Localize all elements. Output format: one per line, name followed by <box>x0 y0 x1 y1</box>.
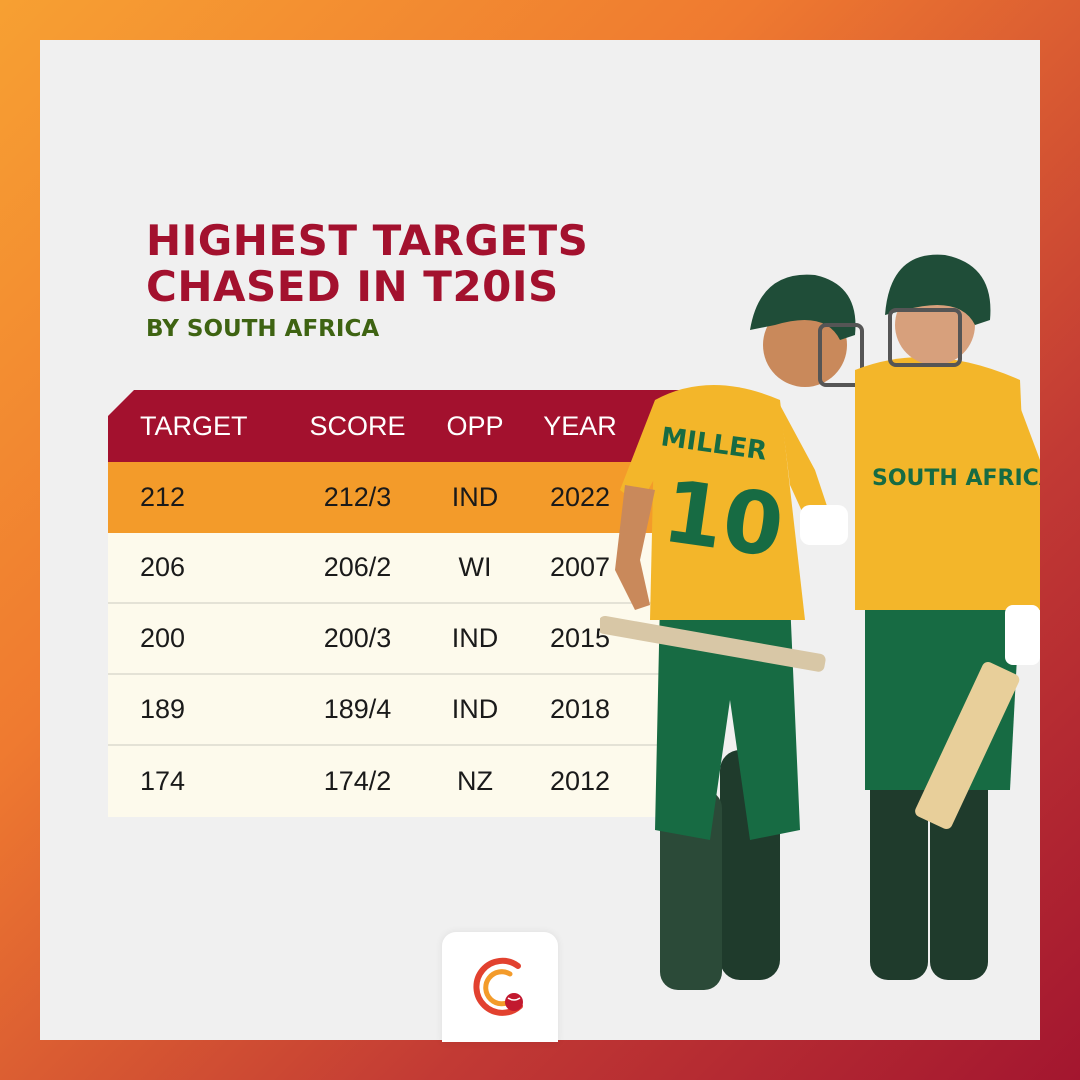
cell-year: 2007 <box>549 552 611 582</box>
cricketers-illustration: MILLER 10 SOUTH AFRICA <box>600 254 1040 990</box>
right-player: SOUTH AFRICA <box>855 254 1040 980</box>
cell-opp: IND <box>451 694 499 724</box>
right-jersey-text: SOUTH AFRICA <box>872 466 1040 491</box>
cell-score: 174/2 <box>323 766 392 796</box>
cell-opp: NZ <box>457 766 493 796</box>
infographic-card: HIGHEST TARGETS CHASED IN T20IS BY SOUTH… <box>40 40 1040 1040</box>
table-row: 206 206/2 WI 2007 <box>108 533 708 604</box>
header-target: TARGET <box>140 410 248 441</box>
cell-year: 2022 <box>549 482 611 512</box>
cell-year: 2018 <box>549 694 611 724</box>
title-line-2: CHASED IN T20IS <box>146 262 559 311</box>
table-row: 200 200/3 IND 2015 <box>108 604 708 675</box>
page-subtitle: BY SOUTH AFRICA <box>146 316 380 342</box>
table-row: 212 212/3 IND 2022 <box>108 462 708 533</box>
header-opp: OPP <box>446 410 504 441</box>
cell-year: 2012 <box>549 766 611 796</box>
cell-opp: IND <box>451 623 499 653</box>
left-player: MILLER 10 <box>600 274 864 990</box>
page-title: HIGHEST TARGETS CHASED IN T20IS <box>146 218 588 310</box>
cell-opp: IND <box>451 482 499 512</box>
cell-score: 206/2 <box>323 552 392 582</box>
table-header: TARGET SCORE OPP YEAR <box>108 390 708 462</box>
cell-target: 174 <box>140 766 186 796</box>
cell-target: 200 <box>140 623 186 653</box>
cell-target: 212 <box>140 482 186 512</box>
cricket-ball-logo-icon <box>473 957 523 1016</box>
cell-score: 212/3 <box>323 482 392 512</box>
header-score: SCORE <box>309 410 406 441</box>
cell-score: 200/3 <box>323 623 392 653</box>
cell-opp: WI <box>458 552 492 582</box>
targets-table: TARGET SCORE OPP YEAR 212 212/3 IND 2022… <box>108 390 708 817</box>
left-jersey-number: 10 <box>657 462 789 578</box>
table-row: 174 174/2 NZ 2012 <box>108 746 708 817</box>
cell-target: 206 <box>140 552 186 582</box>
table-row: 189 189/4 IND 2018 <box>108 675 708 746</box>
cell-score: 189/4 <box>323 694 392 724</box>
title-line-1: HIGHEST TARGETS <box>146 216 589 265</box>
header-year: YEAR <box>543 410 617 441</box>
cell-target: 189 <box>140 694 186 724</box>
brand-logo-tab <box>442 932 558 1042</box>
